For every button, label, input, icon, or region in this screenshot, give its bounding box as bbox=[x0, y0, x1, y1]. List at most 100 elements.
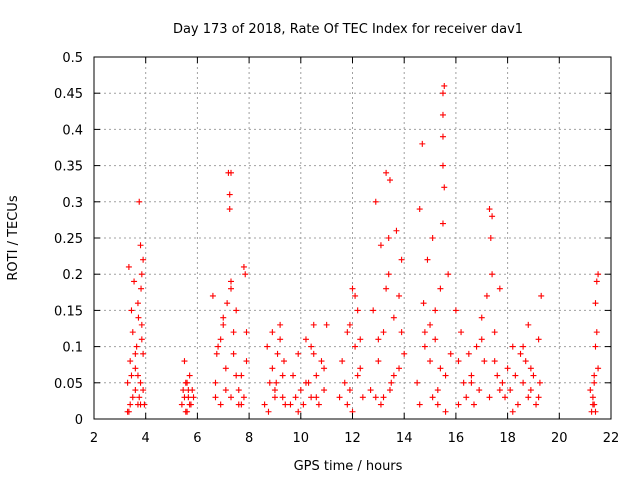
data-point bbox=[429, 394, 436, 401]
data-point bbox=[533, 401, 540, 408]
data-point bbox=[486, 394, 493, 401]
data-point bbox=[235, 387, 242, 394]
data-point bbox=[452, 307, 459, 314]
data-point bbox=[127, 401, 134, 408]
data-point bbox=[238, 372, 245, 379]
data-point bbox=[310, 321, 317, 328]
data-point bbox=[525, 321, 532, 328]
data-point bbox=[344, 401, 351, 408]
data-point bbox=[190, 394, 197, 401]
data-point bbox=[377, 401, 384, 408]
data-point bbox=[186, 372, 193, 379]
data-point bbox=[240, 394, 247, 401]
data-point bbox=[476, 387, 483, 394]
data-point bbox=[302, 379, 309, 386]
data-points bbox=[124, 82, 602, 415]
data-point bbox=[393, 227, 400, 234]
data-point bbox=[470, 401, 477, 408]
data-point bbox=[308, 394, 315, 401]
data-point bbox=[481, 358, 488, 365]
data-point bbox=[507, 387, 514, 394]
data-point bbox=[129, 394, 136, 401]
chart-title: Day 173 of 2018, Rate Of TEC Index for r… bbox=[173, 22, 523, 37]
data-point bbox=[242, 271, 249, 278]
data-point bbox=[416, 401, 423, 408]
data-point bbox=[185, 387, 192, 394]
data-point bbox=[509, 343, 516, 350]
data-point bbox=[124, 379, 131, 386]
data-point bbox=[243, 358, 250, 365]
data-point bbox=[290, 372, 297, 379]
data-point bbox=[212, 394, 219, 401]
x-tick-label: 22 bbox=[603, 431, 620, 446]
data-point bbox=[388, 379, 395, 386]
data-point bbox=[131, 278, 138, 285]
data-point bbox=[535, 394, 542, 401]
x-tick-label: 16 bbox=[448, 431, 465, 446]
y-tick-label: 0.35 bbox=[54, 160, 83, 175]
data-point bbox=[514, 401, 521, 408]
data-point bbox=[323, 321, 330, 328]
data-point bbox=[517, 350, 524, 357]
data-point bbox=[217, 336, 224, 343]
data-point bbox=[468, 372, 475, 379]
y-tick-label: 0.2 bbox=[62, 268, 83, 283]
data-point bbox=[527, 387, 534, 394]
x-tick-label: 2 bbox=[90, 431, 98, 446]
data-point bbox=[224, 300, 231, 307]
data-point bbox=[434, 387, 441, 394]
data-point bbox=[396, 292, 403, 299]
data-point bbox=[186, 401, 193, 408]
data-point bbox=[439, 90, 446, 97]
data-point bbox=[483, 292, 490, 299]
data-point bbox=[180, 387, 187, 394]
data-point bbox=[589, 394, 596, 401]
data-point bbox=[220, 321, 227, 328]
data-point bbox=[125, 263, 132, 270]
data-point bbox=[509, 408, 516, 415]
data-point bbox=[136, 394, 143, 401]
x-tick-labels: 2 4 6 8 10 12 14 16 18 20 22 bbox=[90, 431, 619, 446]
data-point bbox=[273, 379, 280, 386]
data-point bbox=[318, 358, 325, 365]
data-point bbox=[434, 401, 441, 408]
data-point bbox=[380, 394, 387, 401]
data-point bbox=[372, 198, 379, 205]
y-tick-label: 0.5 bbox=[62, 51, 83, 66]
data-point bbox=[377, 242, 384, 249]
data-point bbox=[525, 394, 532, 401]
data-point bbox=[213, 350, 220, 357]
data-point bbox=[427, 358, 434, 365]
data-point bbox=[265, 408, 272, 415]
data-point bbox=[310, 350, 317, 357]
data-point bbox=[138, 336, 145, 343]
data-point bbox=[591, 372, 598, 379]
data-point bbox=[295, 408, 302, 415]
data-point bbox=[587, 387, 594, 394]
data-point bbox=[134, 300, 141, 307]
data-point bbox=[135, 314, 142, 321]
data-point bbox=[138, 321, 145, 328]
y-axis-label: ROTI / TECUs bbox=[6, 195, 21, 280]
data-point bbox=[274, 350, 281, 357]
data-point bbox=[383, 285, 390, 292]
data-point bbox=[414, 379, 421, 386]
data-point bbox=[302, 336, 309, 343]
data-point bbox=[182, 408, 189, 415]
data-point bbox=[455, 401, 462, 408]
data-point bbox=[277, 321, 284, 328]
data-point bbox=[228, 394, 235, 401]
data-point bbox=[132, 387, 139, 394]
data-point bbox=[222, 365, 229, 372]
data-point bbox=[595, 365, 602, 372]
data-point bbox=[282, 401, 289, 408]
data-point bbox=[478, 314, 485, 321]
data-point bbox=[592, 300, 599, 307]
data-point bbox=[300, 401, 307, 408]
data-point bbox=[592, 408, 599, 415]
data-point bbox=[491, 358, 498, 365]
data-point bbox=[359, 394, 366, 401]
data-point bbox=[240, 263, 247, 270]
y-tick-label: 0.15 bbox=[54, 304, 83, 319]
data-point bbox=[489, 271, 496, 278]
